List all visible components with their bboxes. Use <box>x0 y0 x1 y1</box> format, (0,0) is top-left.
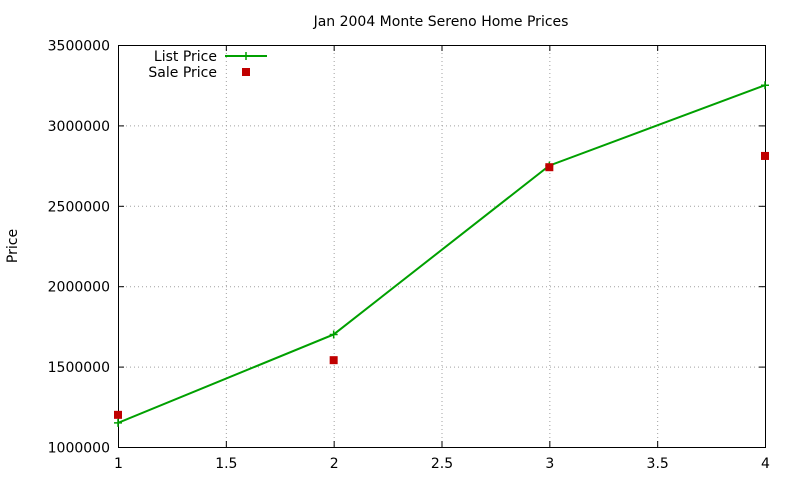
y-tick-label: 2500000 <box>48 199 110 215</box>
data-point <box>761 81 769 90</box>
x-tick-label: 1.5 <box>215 456 237 472</box>
axis-ticks: 1000000 1500000 2000000 2500000 3000000 35000… <box>48 39 770 473</box>
series-line <box>117 84 766 424</box>
y-tick-label: 1000000 <box>48 441 110 457</box>
x-tick-label: 3.5 <box>647 456 669 472</box>
data-point <box>329 356 338 365</box>
x-tick-label: 3 <box>545 456 554 472</box>
legend-label: List Price <box>154 49 217 65</box>
x-tick-label: 1 <box>114 456 123 472</box>
chart-title: Jan 2004 Monte Sereno Home Prices <box>313 14 569 30</box>
y-tick-label: 3000000 <box>48 119 110 135</box>
x-tick-label: 4 <box>761 456 770 472</box>
data-point <box>329 330 338 339</box>
data-point <box>114 410 122 419</box>
legend-item: Sale Price <box>148 65 250 81</box>
grid <box>118 45 765 447</box>
x-tick-label: 2 <box>330 456 339 472</box>
legend-point-swatch <box>242 68 250 76</box>
data-point <box>545 163 554 172</box>
plot-frame <box>118 45 766 448</box>
series-sale-price <box>114 151 769 419</box>
data-point <box>761 151 769 160</box>
legend-point-swatch <box>242 52 250 60</box>
legend-item: List Price <box>154 49 267 65</box>
y-tick-label: 2000000 <box>48 280 110 296</box>
y-axis-label: Price <box>5 229 21 263</box>
x-tick-label: 2.5 <box>431 456 453 472</box>
legend-label: Sale Price <box>148 65 217 81</box>
series-layer <box>114 81 769 427</box>
data-point <box>114 418 122 427</box>
y-tick-label: 1500000 <box>48 360 110 376</box>
y-tick-label: 3500000 <box>48 39 110 55</box>
